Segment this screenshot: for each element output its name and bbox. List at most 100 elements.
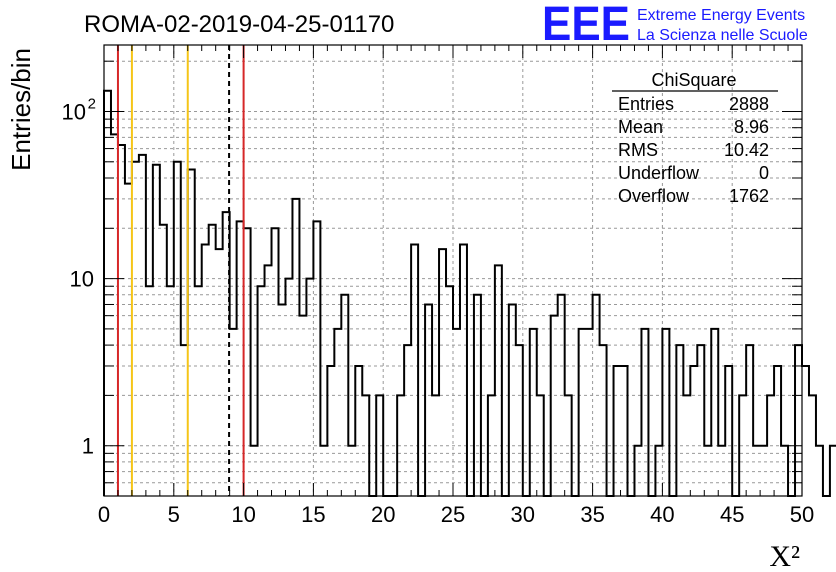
histogram-bin — [167, 286, 174, 496]
histogram-bin — [551, 316, 558, 496]
x-tick-label: 35 — [580, 502, 604, 527]
x-tick-label: 5 — [168, 502, 180, 527]
histogram-bin — [279, 304, 286, 496]
histogram-bin — [118, 145, 125, 496]
histogram-bin — [795, 345, 802, 496]
histogram-bin — [676, 345, 683, 496]
histogram-bin — [739, 395, 746, 496]
histogram-bin — [781, 446, 788, 496]
histogram-bin — [474, 295, 481, 496]
histogram-bin — [446, 286, 453, 496]
histogram-bin — [181, 345, 188, 496]
histogram-bin — [816, 446, 823, 496]
histogram-bin — [348, 446, 355, 496]
histogram-bin — [397, 395, 404, 496]
histogram-bin — [139, 155, 146, 496]
histogram-bin — [655, 446, 662, 496]
histogram-bin — [495, 265, 502, 496]
histogram-bin — [362, 395, 369, 496]
histogram-bin — [202, 244, 209, 496]
histogram-bin — [634, 446, 641, 496]
x-tick-label: 20 — [371, 502, 395, 527]
histogram-bin — [725, 366, 732, 496]
histogram-bin — [600, 345, 607, 496]
histogram-bin — [697, 345, 704, 496]
stats-value-overflow: 1762 — [729, 186, 769, 206]
histogram-bin — [341, 295, 348, 496]
logo-line-1: Extreme Energy Events — [637, 7, 805, 24]
histogram-bin — [621, 366, 628, 496]
stats-value-rms: 10.42 — [724, 140, 769, 160]
logo-mark: EEE — [542, 0, 630, 51]
histogram-bin — [704, 446, 711, 496]
x-tick-label: 0 — [98, 502, 110, 527]
histogram-bin — [439, 249, 446, 496]
histogram-bin — [230, 329, 237, 496]
y-axis-label: Entries/bin — [6, 48, 36, 171]
histogram-bin — [299, 316, 306, 496]
histogram-bin — [774, 366, 781, 496]
histogram-bin — [285, 279, 292, 496]
histogram-bin — [809, 395, 816, 496]
y-tick-label: 1 — [82, 434, 94, 459]
histogram-bin — [488, 395, 495, 496]
stats-label-mean: Mean — [618, 117, 663, 137]
histogram-bin — [216, 249, 223, 496]
histogram-bin — [537, 395, 544, 496]
histogram-bin — [565, 395, 572, 496]
histogram-bin — [683, 395, 690, 496]
histogram-bin — [760, 446, 767, 496]
histogram-bin — [411, 244, 418, 496]
histogram-bin — [453, 329, 460, 496]
histogram-bin — [306, 279, 313, 496]
reference-lines — [116, 45, 245, 496]
histogram-bin — [334, 329, 341, 496]
eee-logo: EEE Extreme Energy Events La Scienza nel… — [542, 0, 808, 51]
x-tick-label: 15 — [301, 502, 325, 527]
stats-value-entries: 2888 — [729, 94, 769, 114]
histogram-bin — [327, 366, 334, 496]
histogram-bin — [146, 286, 153, 496]
histogram-bin — [690, 366, 697, 496]
histogram-bin — [313, 221, 320, 496]
stats-box: ChiSquare Entries 2888 Mean 8.96 RMS 10.… — [612, 70, 778, 206]
stats-title: ChiSquare — [651, 70, 736, 90]
histogram-bin — [586, 329, 593, 496]
histogram-bin — [614, 366, 621, 496]
histogram-bin — [125, 184, 132, 496]
logo-line-2: La Scienza nelle Scuole — [637, 27, 808, 44]
histogram-bin — [244, 228, 251, 496]
histogram-bin — [355, 366, 362, 496]
x-axis-label: X² — [769, 540, 800, 572]
histogram-bin — [251, 446, 258, 496]
histogram-bin — [320, 446, 327, 496]
histogram-bin — [558, 295, 565, 496]
histogram-bin — [425, 304, 432, 496]
x-tick-label: 10 — [231, 502, 255, 527]
histogram-bin — [376, 395, 383, 496]
histogram-bin — [662, 329, 669, 496]
histogram-bin — [711, 329, 718, 496]
x-tick-label: 50 — [790, 502, 814, 527]
stats-value-mean: 8.96 — [734, 117, 769, 137]
histogram-bin — [460, 244, 467, 496]
histogram-bin — [272, 228, 279, 496]
y-tick-exponent: 2 — [88, 95, 96, 112]
histogram-bin — [195, 286, 202, 496]
histogram-bin — [830, 446, 836, 496]
histogram-bin — [209, 225, 216, 496]
histogram-bin — [432, 395, 439, 496]
histogram-bin — [188, 169, 195, 496]
histogram-bin — [767, 395, 774, 496]
x-tick-label: 45 — [720, 502, 744, 527]
stats-value-underflow: 0 — [759, 163, 769, 183]
stats-label-entries: Entries — [618, 94, 674, 114]
histogram-bin — [753, 446, 760, 496]
histogram-bin — [593, 295, 600, 496]
stats-label-overflow: Overflow — [618, 186, 690, 206]
histogram-bin — [160, 225, 167, 496]
histogram-bin — [579, 329, 586, 496]
histogram-bin — [509, 304, 516, 496]
